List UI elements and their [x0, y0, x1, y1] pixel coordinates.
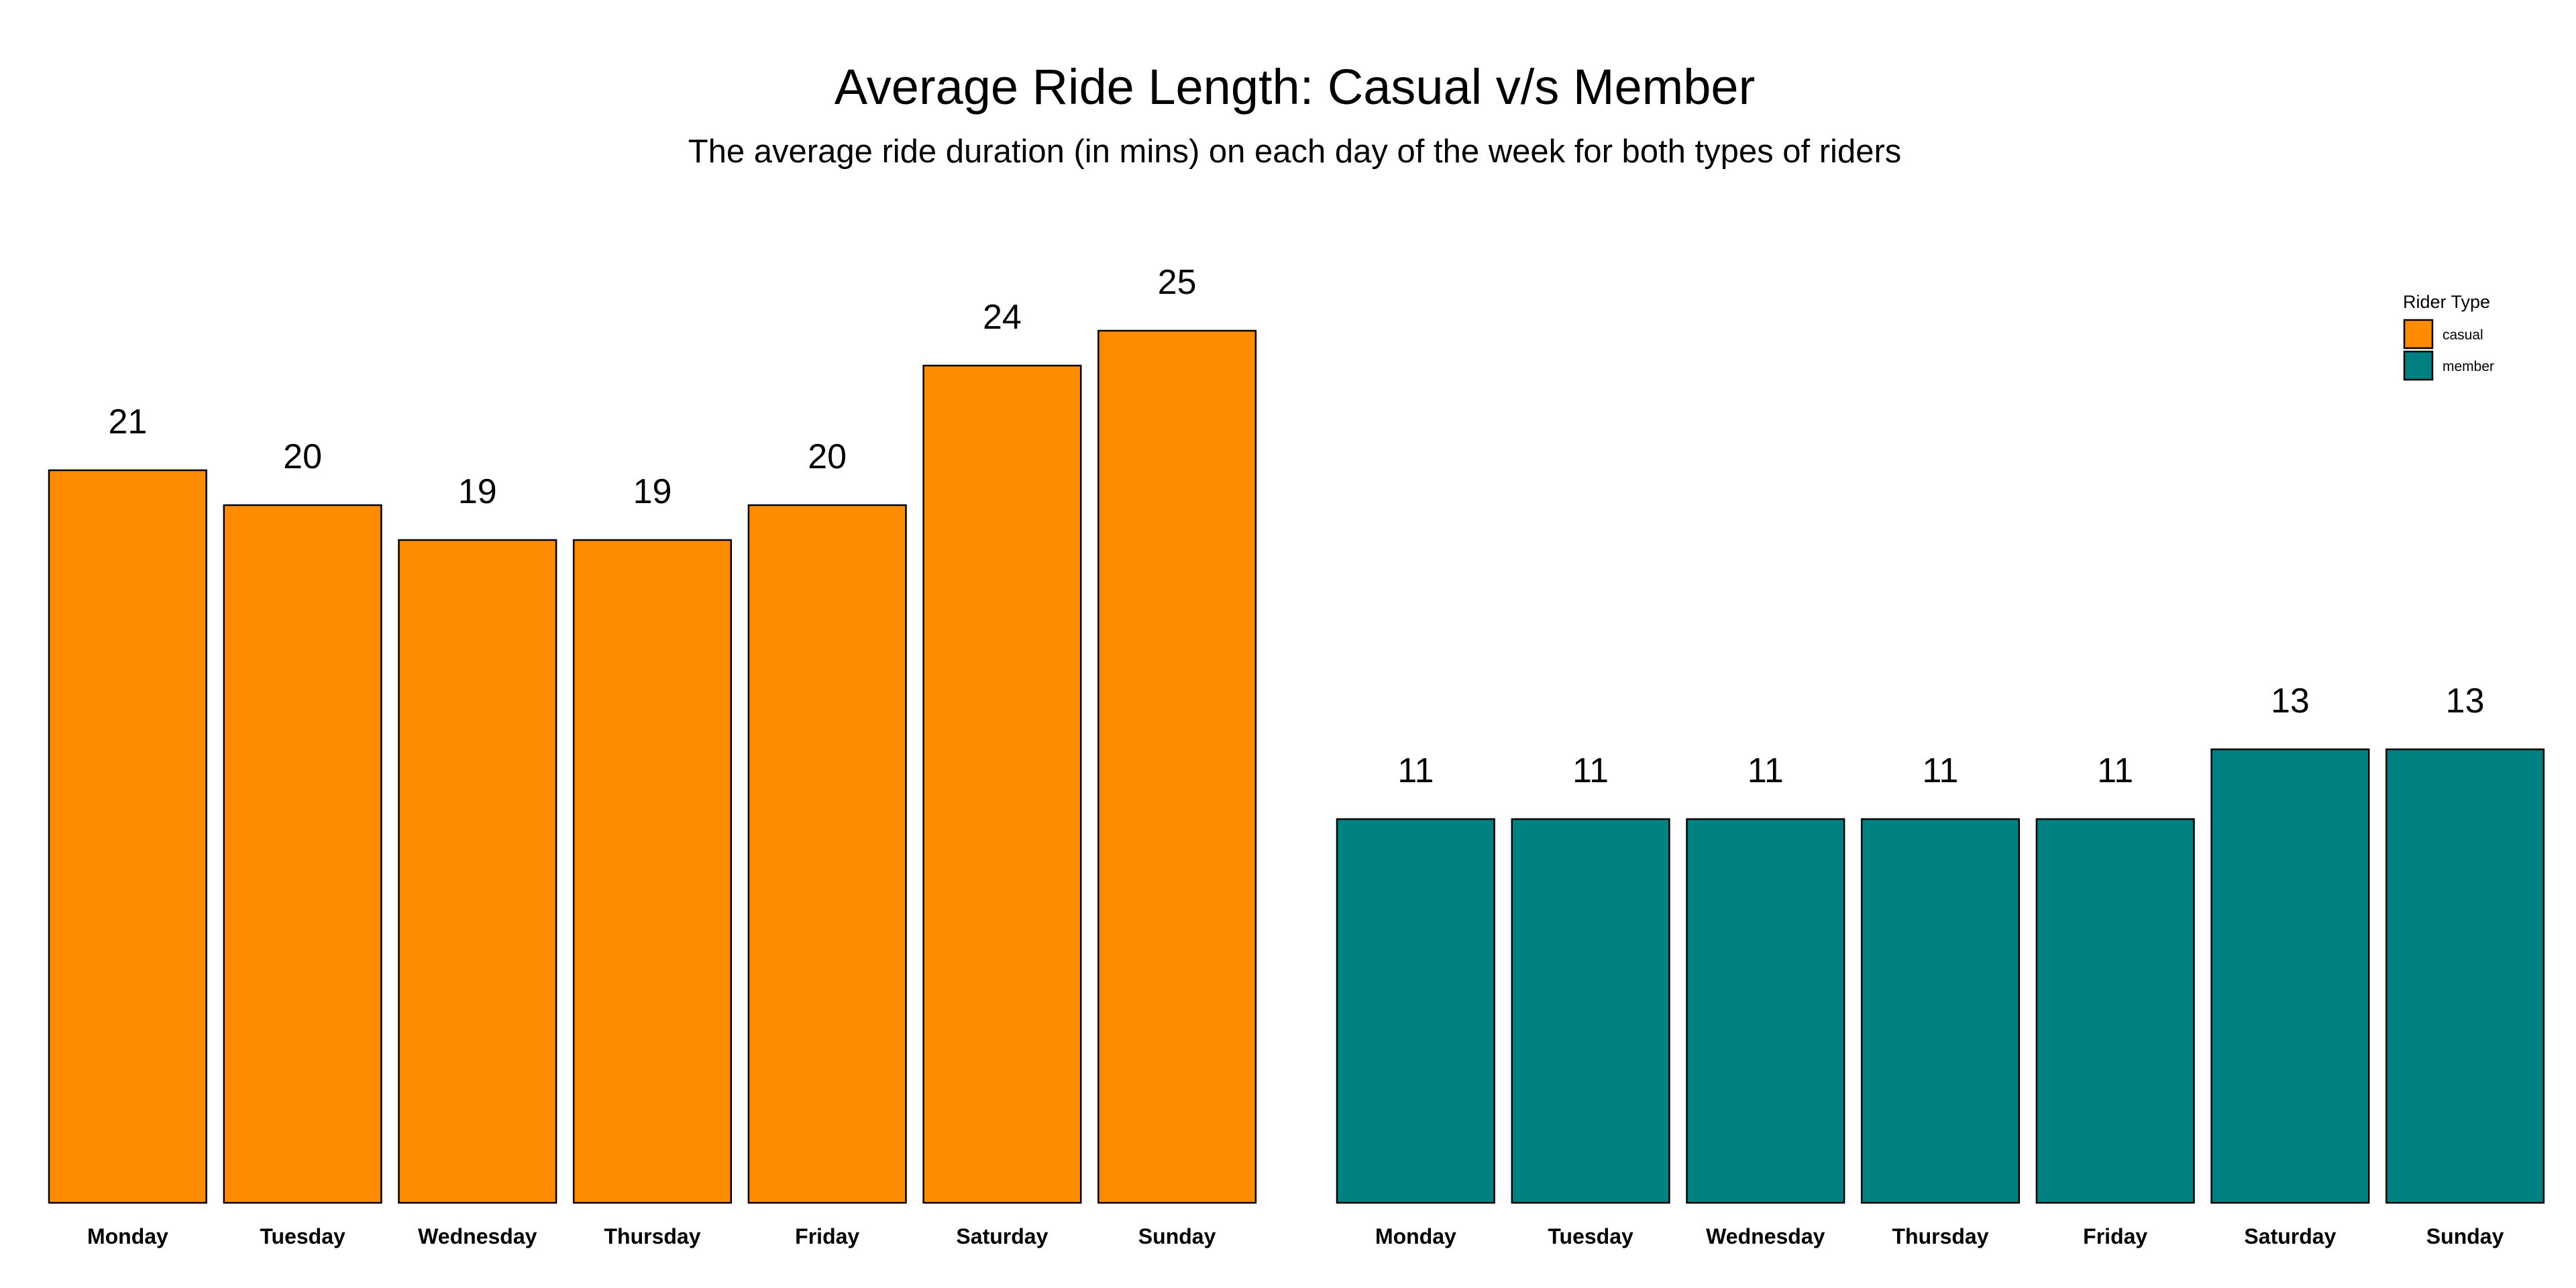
- member-bar-monday: [1336, 818, 1495, 1204]
- casual-panel: 21 Monday 20 Tuesday 19 Wednesday 19 Thursday 20…: [48, 263, 1257, 1248]
- member-value-label-wednesday: 11: [1748, 751, 1784, 790]
- casual-x-tick-tuesday: Tuesday: [260, 1224, 345, 1248]
- member-x-tick-monday: Monday: [1375, 1224, 1456, 1248]
- casual-value-label-monday: 21: [108, 402, 147, 441]
- member-x-tick-tuesday: Tuesday: [1548, 1224, 1633, 1248]
- casual-value-label-friday: 20: [808, 437, 847, 476]
- member-bar-saturday: [2210, 748, 2370, 1204]
- casual-bar-thursday: [572, 539, 733, 1204]
- legend: Rider Type casual member: [2403, 292, 2494, 381]
- legend-label-casual: casual: [2443, 327, 2483, 343]
- legend-label-member: member: [2443, 359, 2494, 374]
- casual-x-tick-monday: Monday: [87, 1224, 168, 1248]
- member-value-label-sunday: 13: [2446, 682, 2485, 720]
- casual-value-label-sunday: 25: [1158, 263, 1197, 302]
- casual-value-label-saturday: 24: [983, 298, 1022, 337]
- member-bar-friday: [2035, 818, 2195, 1204]
- casual-bar-sunday: [1097, 329, 1257, 1204]
- casual-x-tick-thursday: Thursday: [604, 1224, 700, 1248]
- member-bar-wednesday: [1686, 818, 1845, 1204]
- member-x-tick-saturday: Saturday: [2244, 1224, 2336, 1248]
- casual-bar-monday: [48, 469, 207, 1204]
- member-bar-sunday: [2385, 748, 2545, 1204]
- legend-swatch-member: [2403, 350, 2434, 381]
- member-x-tick-sunday: Sunday: [2426, 1224, 2504, 1248]
- casual-value-label-thursday: 19: [633, 472, 672, 511]
- member-bar-tuesday: [1511, 818, 1670, 1204]
- member-x-tick-thursday: Thursday: [1892, 1224, 1988, 1248]
- member-value-label-saturday: 13: [2271, 682, 2310, 720]
- member-value-label-monday: 11: [1397, 751, 1434, 790]
- member-panel: 11 Monday 11 Tuesday 11 Wednesday 11 Thursday 11…: [1336, 682, 2545, 1248]
- casual-bar-wednesday: [398, 539, 557, 1204]
- member-x-tick-wednesday: Wednesday: [1706, 1224, 1825, 1248]
- casual-value-label-tuesday: 20: [283, 437, 322, 476]
- casual-x-tick-friday: Friday: [795, 1224, 859, 1248]
- casual-value-label-wednesday: 19: [458, 472, 497, 511]
- casual-x-tick-saturday: Saturday: [956, 1224, 1048, 1248]
- member-value-label-thursday: 11: [1923, 751, 1959, 790]
- casual-x-tick-sunday: Sunday: [1138, 1224, 1216, 1248]
- member-bar-thursday: [1860, 818, 2021, 1204]
- legend-swatch-casual: [2403, 319, 2434, 350]
- casual-bar-saturday: [922, 364, 1082, 1204]
- member-x-tick-friday: Friday: [2083, 1224, 2147, 1248]
- chart-title: Average Ride Length: Casual v/s Member: [835, 59, 1755, 115]
- casual-x-tick-wednesday: Wednesday: [418, 1224, 537, 1248]
- member-value-label-tuesday: 11: [1572, 751, 1609, 790]
- chart-subtitle: The average ride duration (in mins) on e…: [688, 133, 1902, 170]
- member-value-label-friday: 11: [2097, 751, 2133, 790]
- legend-title: Rider Type: [2403, 292, 2490, 312]
- casual-bar-tuesday: [223, 504, 382, 1204]
- casual-bar-friday: [747, 504, 907, 1204]
